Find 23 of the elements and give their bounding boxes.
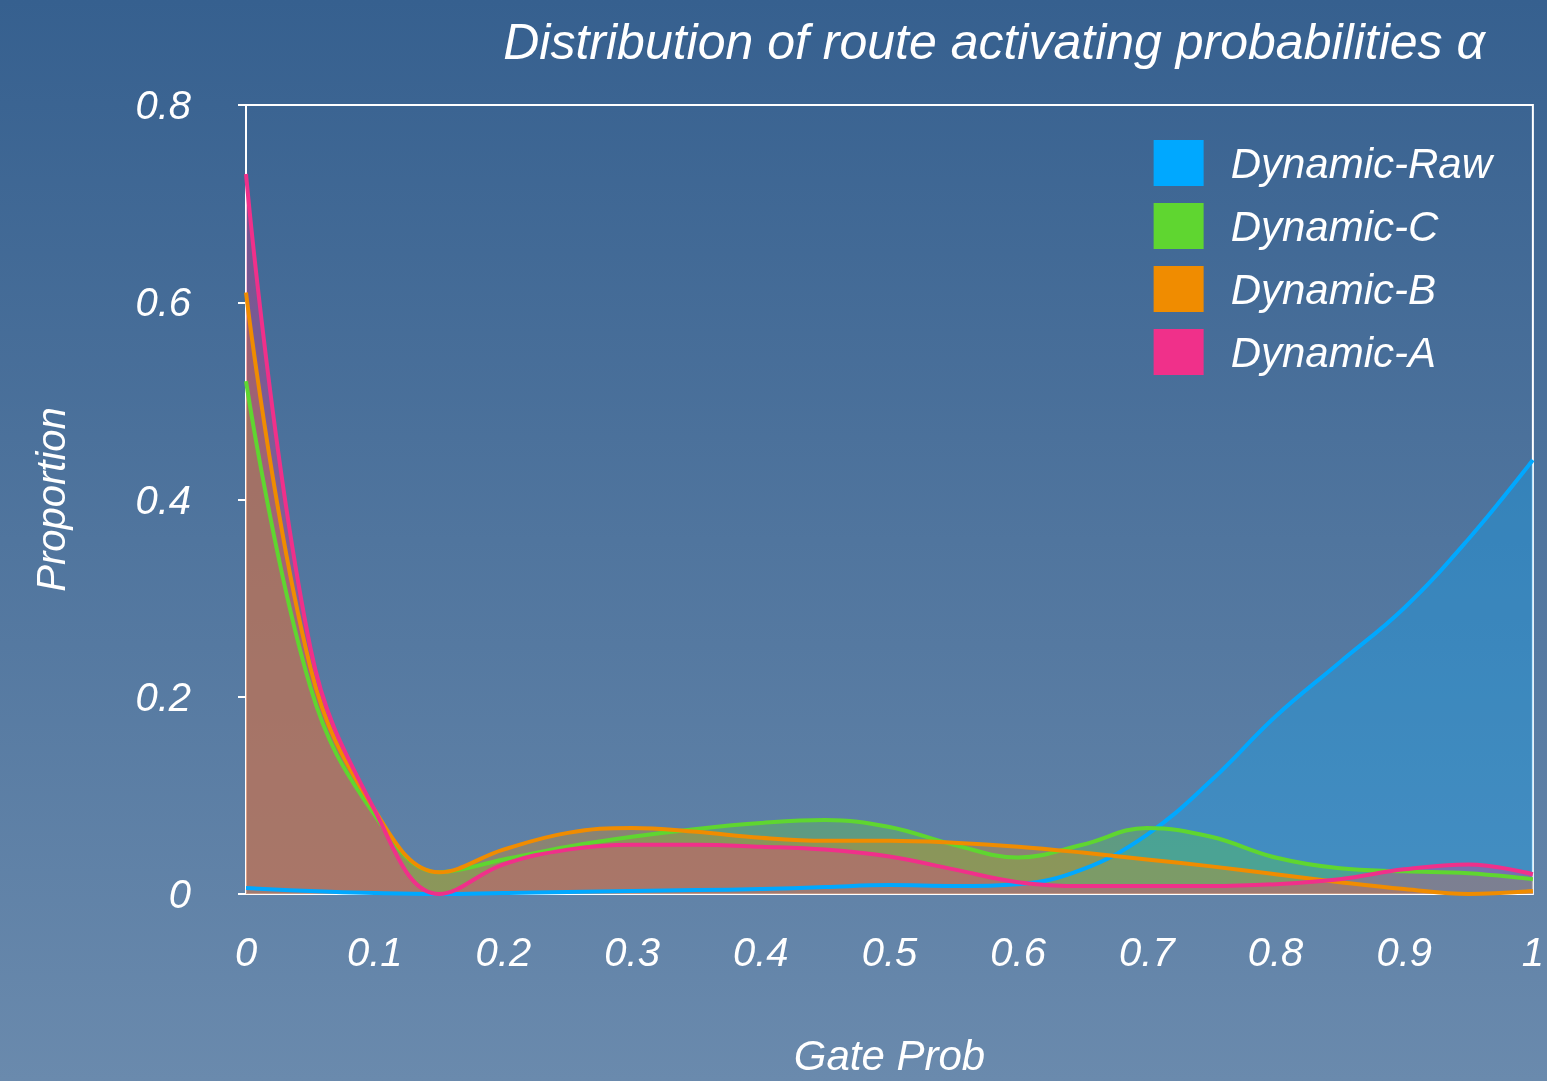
x-axis-title: Gate Prob	[793, 1031, 986, 1079]
x-tick-label: 0.2	[475, 930, 532, 974]
x-tick-label: 0.7	[1119, 930, 1177, 974]
x-tick-label: 0.5	[861, 930, 918, 974]
x-tick-label: 1	[1521, 930, 1544, 974]
x-tick-label: 0.8	[1247, 930, 1305, 974]
y-tick-label: 0.6	[135, 280, 192, 325]
y-tick-label: 0.4	[135, 477, 191, 522]
y-tick-label: 0	[168, 872, 191, 916]
x-tick-label: 0.4	[732, 930, 789, 974]
legend-label: Dynamic-B	[1230, 265, 1436, 313]
y-tick-label: 0.2	[135, 674, 191, 719]
legend-label: Dynamic-A	[1230, 328, 1436, 376]
y-axis-title: Proportion	[29, 407, 73, 592]
x-tick-label: 0.3	[604, 930, 660, 974]
x-tick-label: 0	[234, 930, 258, 974]
x-tick-label: 0.1	[346, 930, 403, 974]
x-tick-label: 0.9	[1376, 930, 1432, 974]
x-tick-label: 0.6	[990, 930, 1047, 974]
y-tick-label: 0.8	[135, 83, 192, 127]
legend-label: Dynamic-Raw	[1230, 139, 1495, 187]
legend-label: Dynamic-C	[1230, 202, 1439, 250]
chart-title: Distribution of route activating probabilities α	[503, 14, 1487, 70]
